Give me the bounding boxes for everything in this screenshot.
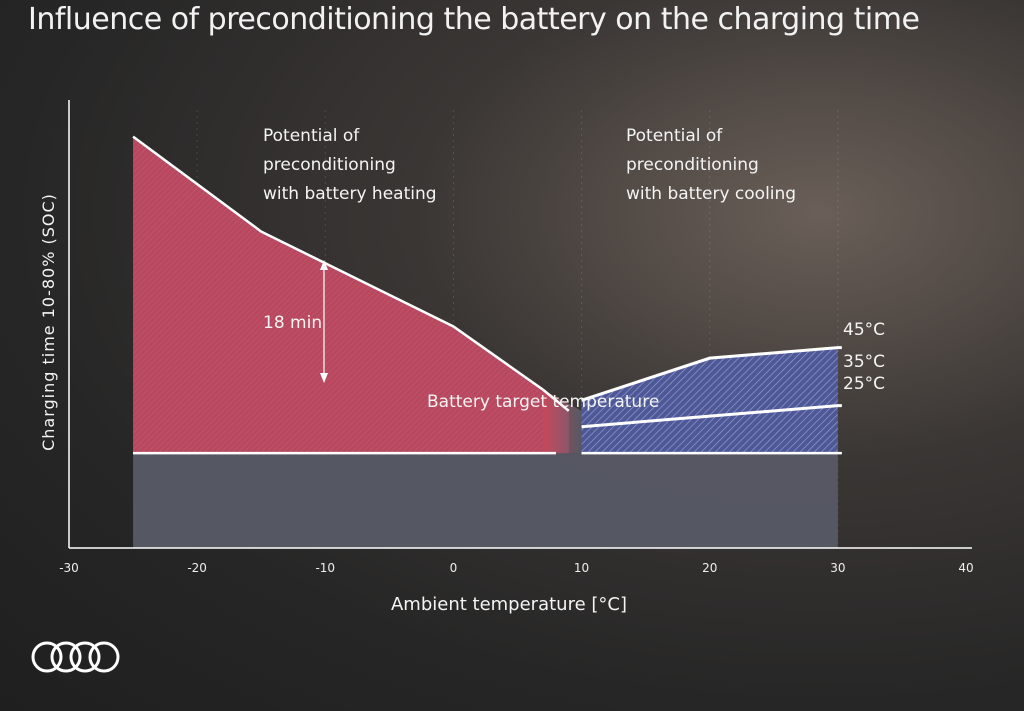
x-tick-label: 30 [830,561,845,575]
chart-areas [133,136,838,548]
cooling-annotation-line-2: preconditioning [626,155,759,175]
cooling-annotation-line-3: with battery cooling [626,184,796,204]
four-rings-logo [31,641,120,673]
chart-lines [132,135,842,455]
page-title: Influence of preconditioning the battery… [28,2,920,37]
label-25c: 25°C [843,374,885,394]
x-tick-label: 20 [702,561,717,575]
heating-annotation-line-1: Potential of [263,126,360,146]
line-35c [581,404,842,429]
delta-arrow [320,260,328,383]
x-tick-label: -20 [187,561,207,575]
label-45c: 45°C [843,320,885,340]
x-tick-label: 0 [450,561,458,575]
x-tick-label: 40 [958,561,973,575]
heating-fade [543,389,582,454]
heating-annotation-line-2: preconditioning [263,155,396,175]
target-temperature-label: Battery target temperature [427,392,659,412]
x-tick-label: -30 [59,561,79,575]
base-area [133,453,838,548]
heating-annotation-line-3: with battery heating [263,184,437,204]
y-axis-title: Charging time 10-80% (SOC) [39,193,58,451]
delta-label: 18 min [263,313,322,333]
cooling-annotation-line-1: Potential of [626,126,723,146]
label-35c: 35°C [843,352,885,372]
heating-area [133,136,569,454]
heating-curve [132,135,570,412]
x-axis-title: Ambient temperature [°C] [391,594,627,615]
x-tick-labels: -30 -20 -10 0 10 20 30 40 [59,561,973,575]
cooling-area [581,347,838,454]
line-45c [581,346,842,402]
x-tick-label: -10 [315,561,335,575]
x-tick-label: 10 [574,561,589,575]
